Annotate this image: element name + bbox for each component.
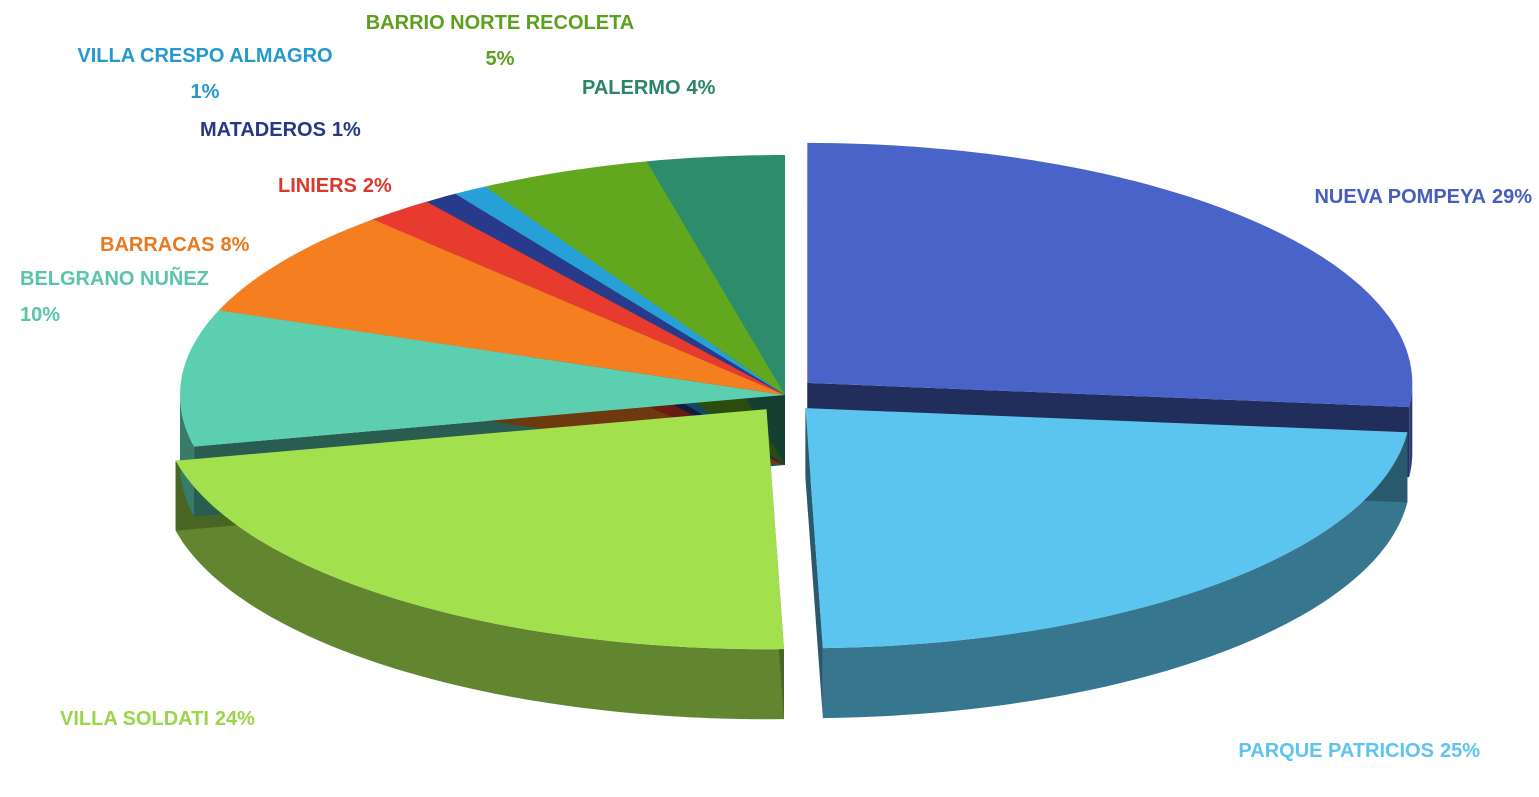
- label-value: 1%: [191, 81, 220, 103]
- label-value: 25%: [1440, 740, 1480, 762]
- slice-side: [822, 432, 1408, 719]
- data-label: PARQUE PATRICIOS 25%: [1238, 740, 1480, 762]
- data-label: BARRIO NORTE RECOLETA 5%: [366, 12, 635, 70]
- label-category: VILLA SOLDATI: [60, 708, 209, 730]
- data-label: VILLA SOLDATI 24%: [60, 708, 255, 730]
- slice: [218, 219, 786, 395]
- slice-side: [175, 460, 785, 720]
- label-category: PARQUE PATRICIOS: [1238, 740, 1434, 762]
- data-label: PALERMO 4%: [582, 77, 716, 99]
- slice: [426, 193, 785, 395]
- slice: [485, 161, 785, 395]
- data-label: BELGRANO NUÑEZ 10%: [20, 267, 209, 326]
- slice-side: [1409, 382, 1413, 478]
- label-value: 4%: [687, 77, 716, 99]
- data-label: LINIERS 2%: [278, 175, 392, 197]
- label-value: 10%: [20, 304, 60, 326]
- data-label: NUEVA POMPEYA 29%: [1314, 186, 1532, 208]
- label-category: PALERMO: [582, 77, 681, 99]
- label-value: 2%: [363, 175, 392, 197]
- slice: [805, 408, 1408, 649]
- label-value: 24%: [215, 708, 255, 730]
- label-category: VILLA CRESPO ALMAGRO: [77, 45, 332, 67]
- data-label: VILLA CRESPO ALMAGRO 1%: [77, 45, 332, 103]
- label-category: BARRIO NORTE RECOLETA: [366, 12, 635, 34]
- label-value: 1%: [332, 119, 361, 141]
- label-value: 29%: [1492, 186, 1532, 208]
- slice: [372, 201, 785, 395]
- label-category: BELGRANO NUÑEZ: [20, 267, 209, 290]
- label-category: MATADEROS: [200, 119, 326, 141]
- label-value: 5%: [486, 48, 515, 70]
- label-category: NUEVA POMPEYA: [1314, 186, 1486, 208]
- slice: [175, 409, 785, 650]
- data-label: MATADEROS 1%: [200, 119, 361, 141]
- slice: [646, 155, 785, 395]
- slice-face: [805, 408, 823, 719]
- data-label: BARRACAS 8%: [100, 234, 250, 256]
- slice: [807, 142, 1413, 408]
- label-value: 8%: [220, 234, 249, 256]
- slice: [180, 310, 785, 447]
- label-category: LINIERS: [278, 175, 357, 197]
- slice: [455, 186, 785, 395]
- slice-side: [180, 395, 195, 517]
- label-category: BARRACAS: [100, 234, 214, 256]
